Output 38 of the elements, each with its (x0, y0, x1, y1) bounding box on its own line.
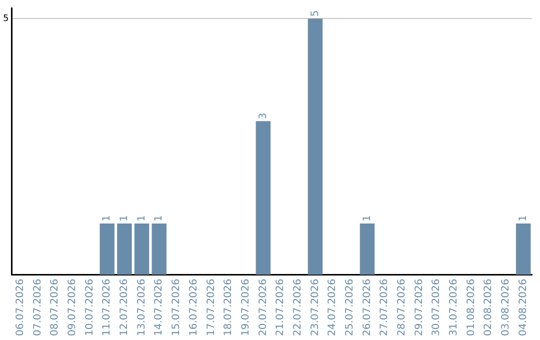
x-tick-label: 07.07.2026 (32, 278, 44, 336)
x-tick-label: 20.07.2026 (258, 278, 269, 336)
data-label: 5 (310, 10, 321, 17)
x-tick-label: 13.07.2026 (136, 278, 148, 336)
x-tick-label: 30.07.2026 (431, 278, 442, 336)
x-tick-label: 11.07.2026 (102, 278, 113, 336)
x-tick-label: 19.07.2026 (240, 278, 252, 336)
x-tick-label: 10.07.2026 (84, 278, 96, 336)
x-tick-label: 25.07.2026 (344, 278, 356, 336)
x-tick-label: 21.07.2026 (275, 278, 286, 336)
data-label: 1 (154, 215, 165, 222)
x-tick-label: 01.08.2026 (466, 278, 477, 336)
x-tick-label: 12.07.2026 (119, 278, 130, 336)
x-tick-label: 27.07.2026 (379, 278, 390, 336)
x-tick-label: 14.07.2026 (154, 278, 165, 336)
x-tick-label: 24.07.2026 (327, 278, 338, 336)
x-tick-label: 03.08.2026 (500, 278, 512, 336)
x-tick-label: 28.07.2026 (396, 278, 408, 336)
x-tick-label: 26.07.2026 (362, 278, 373, 336)
x-tick-label: 09.07.2026 (67, 278, 78, 336)
x-tick-label: 31.07.2026 (448, 278, 460, 336)
x-tick-label: 29.07.2026 (414, 278, 425, 336)
x-tick-label: 23.07.2026 (310, 278, 321, 336)
x-tick-label: 17.07.2026 (206, 278, 217, 336)
x-tick-label: 18.07.2026 (223, 278, 234, 336)
data-label: 1 (119, 215, 130, 222)
x-tick-label: 06.07.2026 (14, 278, 26, 336)
data-label: 1 (136, 215, 148, 222)
x-tick-label: 16.07.2026 (188, 278, 200, 336)
data-label: 3 (258, 112, 269, 120)
x-tick-label: 08.07.2026 (50, 278, 61, 336)
data-label: 1 (362, 215, 373, 222)
x-tick-label: 15.07.2026 (171, 278, 182, 336)
x-tick-label: 04.08.2026 (518, 278, 529, 336)
data-label: 1 (518, 215, 529, 222)
x-tick-label: 02.08.2026 (483, 278, 494, 336)
x-tick-label: 22.07.2026 (292, 278, 304, 336)
data-label: 1 (102, 215, 113, 222)
